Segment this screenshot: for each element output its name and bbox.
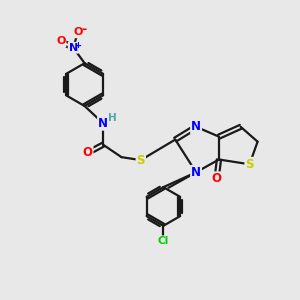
Text: S: S (245, 158, 254, 171)
Text: O: O (82, 146, 93, 160)
Text: Cl: Cl (158, 236, 169, 246)
Text: H: H (108, 113, 117, 123)
Text: N: N (191, 120, 201, 133)
Text: S: S (136, 154, 145, 166)
Text: -: - (82, 23, 87, 36)
Text: N: N (98, 117, 108, 130)
Text: O: O (73, 27, 83, 37)
Text: O: O (56, 36, 65, 46)
Text: N: N (69, 43, 78, 53)
Text: O: O (212, 172, 222, 185)
Text: N: N (191, 166, 201, 179)
Text: +: + (74, 41, 81, 50)
